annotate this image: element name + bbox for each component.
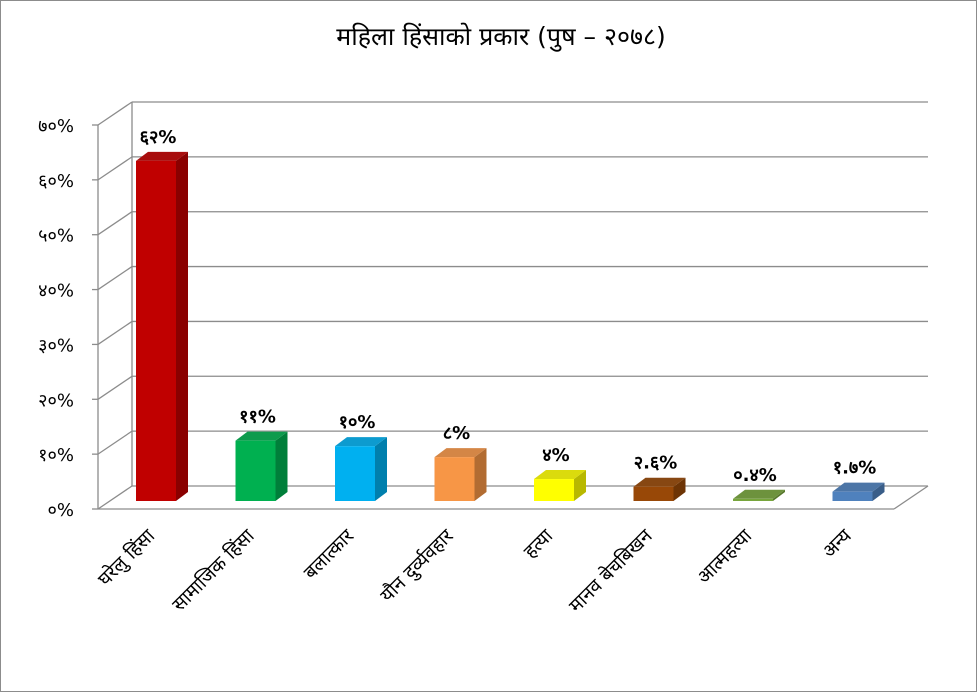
y-tick-label: ०% <box>48 500 74 521</box>
y-tick-label: ७०% <box>38 116 74 137</box>
bar-side <box>673 477 686 501</box>
gridline-connector <box>97 375 133 400</box>
bar <box>534 479 574 501</box>
bar-group <box>136 151 188 501</box>
bar-group <box>733 489 785 501</box>
bar-top <box>235 431 288 441</box>
y-tick-label: ५०% <box>38 226 74 247</box>
y-tick-label: ३०% <box>38 335 74 356</box>
y-tick-label: ४०% <box>38 281 74 302</box>
bar-group <box>633 477 686 501</box>
gridline-connector <box>97 211 133 236</box>
bar-side <box>176 151 188 501</box>
gridline-connector <box>97 430 133 455</box>
bar-group <box>235 431 288 501</box>
bar <box>832 491 873 501</box>
data-label: ८% <box>443 423 470 444</box>
x-tick-label: यौन दुर्व्यवहार <box>375 523 459 607</box>
x-tick-label: सामाजिक हिंसा <box>167 524 259 616</box>
gridline-connector <box>97 485 133 510</box>
x-tick-label: आत्महत्या <box>693 524 757 588</box>
x-tick-label: मानव बेचबिखन <box>564 524 657 617</box>
data-label: ०.४% <box>733 465 777 486</box>
data-label: ११% <box>239 407 276 428</box>
y-tick-label: २०% <box>38 390 74 411</box>
bar-group <box>832 482 885 501</box>
gridline-connector <box>97 156 133 181</box>
x-tick-label: हत्या <box>519 524 558 563</box>
gridline-connector <box>97 101 133 126</box>
bar-side <box>773 489 785 501</box>
bar-top <box>733 489 785 499</box>
bar <box>335 446 375 501</box>
bar-top <box>534 470 586 480</box>
gridline-connector <box>97 320 133 345</box>
bar-group <box>335 437 387 501</box>
bar-top <box>832 482 885 492</box>
bar <box>733 498 773 501</box>
bar-top <box>136 151 188 161</box>
data-label: २.६% <box>634 453 678 474</box>
bar-side <box>474 448 487 501</box>
chart-title: महिला हिंसाको प्रकार (पुष – २०७८) <box>336 22 665 52</box>
bar <box>434 457 475 501</box>
bar-side <box>574 470 586 501</box>
data-label: १०% <box>339 412 376 433</box>
bar <box>136 160 176 501</box>
bar-group <box>434 448 487 501</box>
bar-side <box>275 431 288 501</box>
bar-side <box>872 482 885 501</box>
bar <box>633 486 674 501</box>
data-label: ६२% <box>140 127 177 148</box>
bar <box>235 440 276 501</box>
bar-top <box>434 448 487 458</box>
y-tick-label: ६०% <box>38 171 74 192</box>
data-label: १.७% <box>833 458 877 479</box>
x-tick-label: घरेलु हिंसा <box>93 524 161 592</box>
x-tick-label: अन्य <box>818 524 856 562</box>
gridlines <box>92 101 929 510</box>
x-tick-label: बलात्कार <box>300 524 360 584</box>
bar-group <box>534 470 586 501</box>
bar-side <box>375 437 387 501</box>
y-tick-label: १०% <box>38 445 74 466</box>
data-label: ४% <box>542 445 569 466</box>
bar-top <box>633 477 686 487</box>
gridline-connector <box>97 266 133 291</box>
bar-top <box>335 437 387 447</box>
floor-right-edge <box>893 485 929 510</box>
